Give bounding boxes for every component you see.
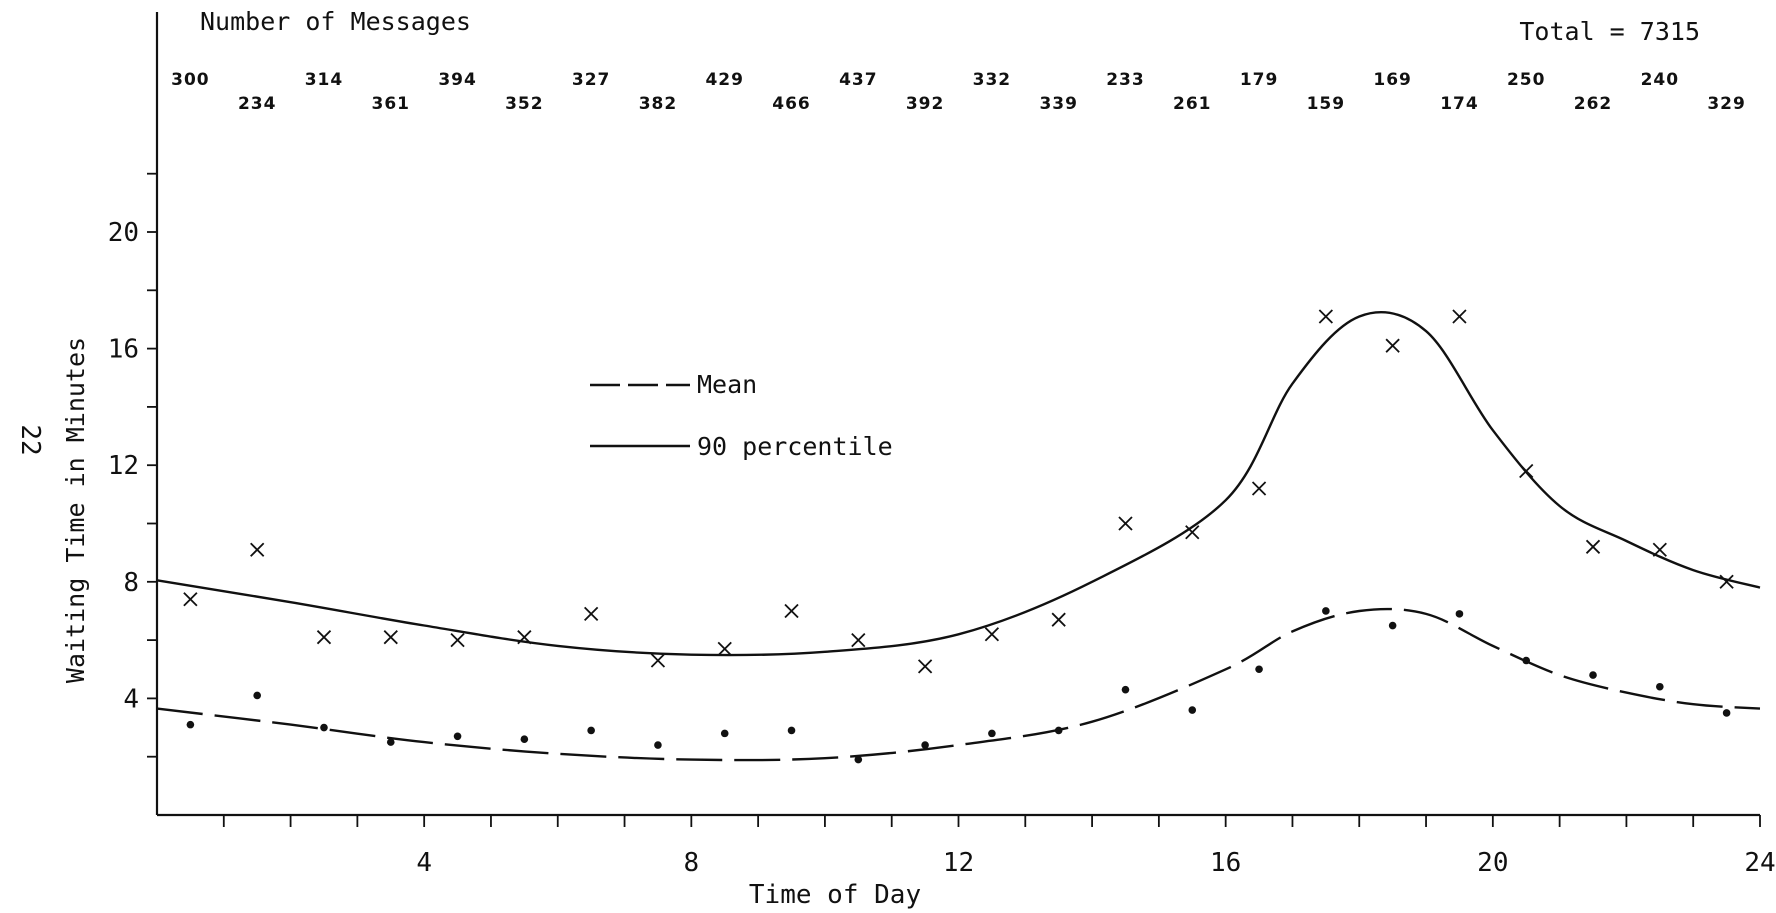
90-percentile-point: [984, 627, 1000, 642]
message-count-label: 327: [572, 70, 611, 90]
message-count-label: 314: [305, 70, 344, 90]
curves: [156, 311, 1761, 762]
90-percentile-point: [650, 653, 666, 668]
message-count-label: 437: [839, 70, 878, 90]
mean-point: [921, 741, 929, 749]
messages-header: Number of Messages: [200, 7, 471, 36]
axes: 4 8 12 16 20 24 4 8 12 16 20: [108, 12, 1776, 878]
message-count-label: 250: [1507, 70, 1546, 90]
90-percentile-point: [917, 659, 933, 674]
x-axis-label: Time of Day: [749, 880, 921, 910]
y-tick-label: 8: [123, 568, 139, 598]
mean-point: [720, 729, 729, 738]
90-percentile-point: [1519, 463, 1534, 479]
message-count-label: 329: [1707, 94, 1746, 114]
legend: Mean 90 percentile: [590, 370, 893, 461]
message-count-label: 174: [1440, 94, 1479, 114]
mean-point: [1255, 665, 1263, 674]
90-percentile-point: [1385, 338, 1400, 353]
mean-point: [1322, 607, 1330, 615]
y-tick-label: 16: [108, 335, 139, 365]
mean-point: [453, 732, 462, 741]
x-tick-label: 4: [416, 848, 432, 878]
x-tick-label: 20: [1477, 848, 1508, 878]
mean-point: [1455, 610, 1464, 618]
x-tick-label: 24: [1744, 848, 1775, 878]
message-count-label: 361: [372, 94, 411, 114]
90-percentile-point: [784, 603, 799, 619]
message-count-label: 429: [705, 70, 744, 90]
mean-point: [320, 723, 328, 732]
90-percentile-point: [1452, 309, 1467, 324]
mean-point: [1722, 709, 1731, 717]
message-count-label: 159: [1307, 94, 1346, 114]
x-tick-label: 16: [1210, 848, 1241, 878]
message-count-label: 240: [1641, 70, 1680, 90]
90-percentile-point: [851, 632, 866, 648]
page-number: 22: [15, 424, 45, 455]
x-tick-label: 8: [684, 848, 700, 878]
message-counts: 300 234 314 361 394 352 327 382 429 466 437 392 332 3…: [171, 70, 1746, 114]
y-tick-label: 12: [108, 451, 139, 481]
message-count-label: 466: [772, 94, 811, 114]
mean-point: [186, 720, 195, 729]
x-tick-label: 12: [943, 848, 974, 878]
mean-curve: [156, 607, 1761, 762]
mean-point: [1188, 706, 1197, 714]
mean-point: [1121, 685, 1130, 694]
90-percentile-point: [717, 641, 732, 656]
90-percentile-point: [1051, 612, 1066, 627]
message-count-label: 300: [171, 70, 210, 90]
data-points: [183, 309, 1734, 764]
total-label: Total = 7315: [1519, 17, 1700, 46]
mean-point: [787, 726, 796, 735]
mean-point: [1054, 726, 1063, 735]
message-count-label: 394: [438, 70, 477, 90]
90-percentile-point: [1318, 309, 1333, 324]
mean-point: [988, 729, 996, 738]
90-percentile-point: [183, 592, 198, 607]
90-percentile-point: [517, 630, 532, 645]
90-percentile-point: [1719, 574, 1734, 589]
legend-90-percentile-label: 90 percentile: [697, 432, 893, 461]
message-count-label: 233: [1106, 70, 1145, 90]
90-percentile-point: [383, 630, 398, 645]
mean-point: [1522, 656, 1531, 665]
y-tick-label: 4: [123, 684, 139, 714]
message-count-label: 352: [505, 94, 544, 114]
y-tick-label: 20: [108, 218, 139, 248]
mean-point: [1589, 671, 1597, 679]
message-count-label: 234: [238, 94, 277, 114]
90-percentile-point: [1251, 481, 1267, 496]
message-count-label: 261: [1173, 94, 1212, 114]
message-count-label: 392: [906, 94, 945, 114]
legend-mean-label: Mean: [697, 370, 757, 399]
90-percentile-point: [1585, 539, 1601, 554]
message-count-label: 382: [639, 94, 678, 114]
90-percentile-point: [584, 606, 599, 622]
mean-point: [854, 755, 863, 764]
y-axis-label: Waiting Time in Minutes: [61, 337, 90, 683]
mean-point: [520, 735, 529, 744]
mean-point: [1388, 621, 1397, 630]
90-percentile-curve: [156, 311, 1761, 657]
90-percentile-point: [316, 630, 332, 645]
90-percentile-point: [1118, 516, 1133, 531]
mean-point: [654, 741, 662, 749]
message-count-label: 262: [1574, 94, 1613, 114]
90-percentile-point: [250, 542, 265, 557]
90-percentile-point: [450, 632, 465, 648]
message-count-label: 339: [1039, 94, 1078, 114]
mean-point: [587, 726, 595, 735]
message-count-label: 169: [1373, 70, 1412, 90]
mean-point: [253, 691, 261, 700]
90-percentile-point: [1652, 542, 1667, 557]
mean-point: [1656, 682, 1664, 691]
mean-point: [386, 738, 395, 746]
message-count-label: 179: [1240, 70, 1279, 90]
90-percentile-point: [1185, 525, 1200, 540]
message-count-label: 332: [973, 70, 1012, 90]
